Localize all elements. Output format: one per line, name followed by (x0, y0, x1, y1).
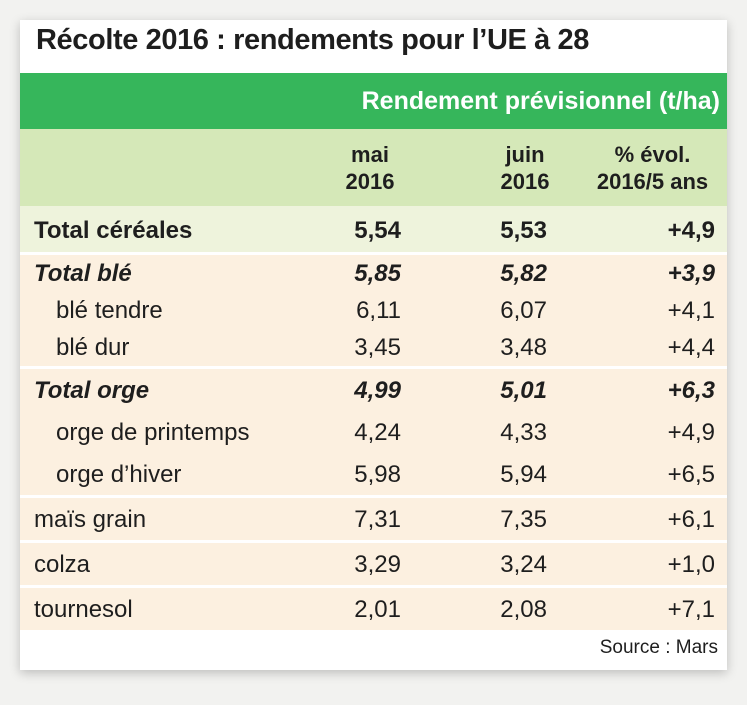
cell-juin: 4,33 (500, 419, 547, 446)
row-label: orge d’hiver (56, 461, 182, 488)
row-label: maïs grain (34, 506, 147, 533)
table-row-colza: colza 3,29 3,24 +1,0 (20, 540, 727, 585)
cell-evol: +4,1 (667, 297, 715, 324)
table-row-total-orge: Total orge 4,99 5,01 +6,3 (20, 366, 727, 411)
column-headers: mai 2016 juin 2016 % évol. 2016/5 ans (20, 129, 727, 206)
cell-evol: +6,5 (667, 461, 715, 488)
table-row-ble-tendre: blé tendre 6,11 6,07 +4,1 (20, 292, 727, 329)
table-row-ble-dur: blé dur 3,45 3,48 +4,4 (20, 329, 727, 366)
cell-juin: 3,24 (500, 551, 547, 578)
cell-evol: +1,0 (667, 551, 715, 578)
cell-mai: 5,85 (354, 260, 401, 287)
cell-mai: 4,99 (354, 377, 401, 404)
cell-juin: 7,35 (500, 506, 547, 533)
cell-mai: 3,29 (354, 551, 401, 578)
cell-juin: 5,53 (500, 217, 547, 244)
yield-table-card: Récolte 2016 : rendements pour l’UE à 28… (20, 20, 727, 670)
cell-evol: +4,9 (667, 217, 715, 244)
cell-juin: 5,94 (500, 461, 547, 488)
row-label: blé tendre (56, 297, 163, 324)
cell-evol: +3,9 (667, 260, 715, 287)
cell-mai: 2,01 (354, 596, 401, 623)
cell-mai: 3,45 (354, 334, 401, 361)
row-label: orge de printemps (56, 419, 250, 446)
table-body: Total céréales 5,54 5,53 +4,9 Total blé … (20, 206, 727, 630)
row-label: Total orge (34, 377, 150, 404)
table-row-total-cereales: Total céréales 5,54 5,53 +4,9 (20, 206, 727, 252)
band-label: Rendement prévisionnel (t/ha) (361, 87, 720, 115)
cell-juin: 5,01 (500, 377, 547, 404)
row-label: Total céréales (34, 217, 193, 244)
row-label: tournesol (34, 596, 133, 623)
col-header-evol: % évol. 2016/5 ans (596, 142, 709, 194)
cell-mai: 6,11 (356, 297, 401, 324)
table-row-total-ble: Total blé 5,85 5,82 +3,9 (20, 252, 727, 292)
cell-juin: 6,07 (500, 297, 547, 324)
header-band: Rendement prévisionnel (t/ha) (20, 73, 727, 129)
table-row-mais-grain: maïs grain 7,31 7,35 +6,1 (20, 495, 727, 540)
col-header-juin: juin 2016 (500, 142, 550, 194)
table-row-tournesol: tournesol 2,01 2,08 +7,1 (20, 585, 727, 630)
cell-mai: 7,31 (354, 506, 401, 533)
row-label: Total blé (34, 260, 132, 287)
table-row-orge-printemps: orge de printemps 4,24 4,33 +4,9 (20, 411, 727, 453)
cell-evol: +4,4 (667, 334, 715, 361)
table-title: Récolte 2016 : rendements pour l’UE à 28 (36, 24, 589, 56)
source-note: Source : Mars (599, 637, 718, 658)
row-label: colza (34, 551, 91, 578)
cell-juin: 5,82 (500, 260, 547, 287)
cell-mai: 5,54 (354, 217, 401, 244)
cell-juin: 2,08 (500, 596, 547, 623)
cell-juin: 3,48 (500, 334, 547, 361)
row-label: blé dur (56, 334, 130, 361)
cell-evol: +6,3 (667, 377, 715, 404)
cell-evol: +4,9 (667, 419, 715, 446)
cell-mai: 5,98 (354, 461, 401, 488)
col-header-mai: mai 2016 (345, 142, 395, 194)
cell-evol: +6,1 (667, 506, 715, 533)
cell-mai: 4,24 (354, 419, 401, 446)
table-row-orge-hiver: orge d’hiver 5,98 5,94 +6,5 (20, 453, 727, 495)
cell-evol: +7,1 (667, 596, 715, 623)
